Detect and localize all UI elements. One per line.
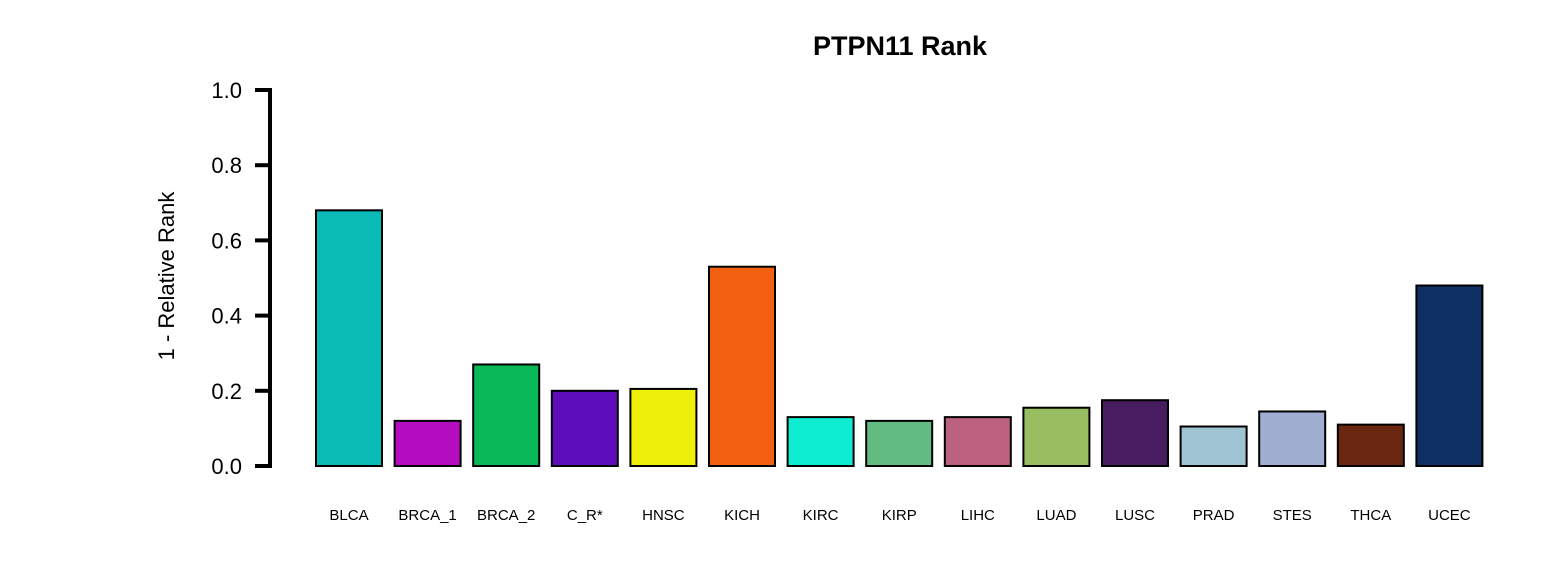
bar-brca-2 — [472, 363, 541, 468]
y-tick-label: 0.6 — [211, 228, 242, 253]
y-axis-label: 1 - Relative Rank — [154, 191, 179, 361]
bars-group — [315, 209, 1484, 468]
x-tick-label: PRAD — [1193, 507, 1235, 524]
x-tick-labels: BLCA BRCA_1 BRCA_2 C_R* HNSC KICH KIRC KIRP LIHC… — [329, 507, 1470, 524]
bar-lusc — [1101, 399, 1169, 468]
bar-c-r- — [550, 389, 619, 467]
bar-kirp — [865, 419, 934, 468]
y-tick-label: 0.2 — [211, 379, 242, 404]
x-tick-label: HNSC — [642, 507, 685, 524]
y-tick-label: 0.8 — [211, 153, 242, 178]
x-tick-label: LUAD — [1036, 507, 1076, 524]
x-tick-label: THCA — [1350, 507, 1391, 524]
x-tick-label: UCEC — [1428, 507, 1471, 524]
x-tick-label: BLCA — [329, 507, 368, 524]
x-tick-label: KIRC — [803, 507, 839, 524]
y-axis: 0.0 0.2 0.4 0.6 0.8 1.0 — [211, 78, 272, 479]
bar-thca — [1336, 423, 1405, 468]
bar-blca — [315, 209, 383, 467]
bar-kich — [708, 265, 776, 467]
bar-hnsc — [629, 387, 698, 468]
y-tick-label: 0.4 — [211, 304, 242, 329]
x-tick-label: KICH — [724, 507, 760, 524]
x-tick-label: BRCA_1 — [398, 507, 456, 524]
bar-stes — [1258, 410, 1327, 468]
chart-title: PTPN11 Rank — [813, 31, 988, 61]
bar-kirc — [786, 416, 855, 467]
bar-luad — [1022, 406, 1091, 467]
x-tick-label: STES — [1273, 507, 1312, 524]
x-tick-label: LUSC — [1115, 507, 1155, 524]
x-tick-label: LIHC — [961, 507, 995, 524]
y-tick-label: 0.0 — [211, 454, 242, 479]
bar-lihc — [943, 416, 1012, 467]
x-tick-label: C_R* — [567, 507, 603, 524]
x-tick-label: KIRP — [882, 507, 917, 524]
bar-brca-1 — [393, 419, 462, 468]
bar-prad — [1179, 425, 1248, 467]
bar-ucec — [1415, 284, 1484, 467]
y-tick-label: 1.0 — [211, 78, 242, 103]
x-tick-label: BRCA_2 — [477, 507, 535, 524]
